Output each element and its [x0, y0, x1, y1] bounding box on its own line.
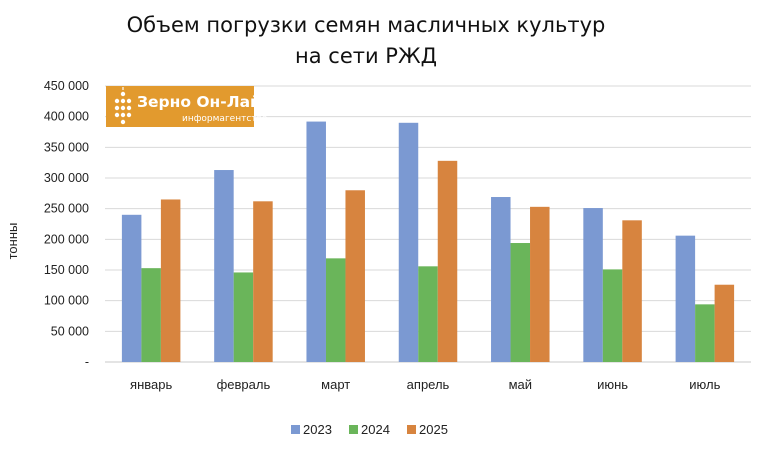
legend: 2023 2024 2025: [291, 422, 448, 437]
gridlines: [105, 85, 751, 332]
bar-2024-1: [141, 268, 161, 362]
y-tick-label: 400 000: [44, 110, 89, 124]
bar-2023-1: [121, 214, 142, 362]
legend-swatch-2024: [349, 425, 358, 434]
logo: Зерно Он-Лайн информагентство: [106, 86, 272, 127]
y-tick-label: -: [85, 355, 89, 369]
legend-swatch-2025: [407, 425, 416, 434]
bar-2024-6: [602, 269, 623, 362]
y-axis-ticks: - 50 000 100 000 150 000 200 000 250 000 300 0…: [44, 79, 89, 369]
bar-2023-2: [214, 170, 234, 362]
bars: [121, 121, 735, 362]
y-tick-label: 450 000: [44, 79, 89, 93]
chart-title-line2: на сети РЖД: [295, 44, 437, 68]
x-category-label: июнь: [597, 377, 628, 392]
bar-2025-1: [160, 199, 181, 362]
bar-2023-5: [491, 197, 511, 362]
y-tick-label: 350 000: [44, 140, 89, 154]
bar-2024-3: [325, 258, 346, 362]
bar-2025-6: [622, 220, 642, 362]
x-category-label: январь: [130, 377, 172, 392]
bar-2023-4: [398, 122, 419, 362]
x-category-label: май: [509, 377, 532, 392]
grain-icon: [114, 87, 132, 125]
bar-2025-2: [253, 201, 273, 362]
y-tick-label: 300 000: [44, 171, 89, 185]
logo-background: [106, 86, 254, 127]
x-category-label: февраль: [217, 377, 271, 392]
logo-sub-text: информагентство: [182, 114, 268, 124]
x-category-label: март: [321, 377, 350, 392]
legend-swatch-2023: [291, 425, 300, 434]
x-category-label: июль: [689, 377, 720, 392]
bar-2024-4: [418, 266, 438, 362]
chart-title-line1: Объем погрузки семян масличных культур: [127, 13, 606, 37]
legend-label-2023: 2023: [303, 422, 332, 437]
bar-2023-7: [675, 235, 696, 362]
bar-2025-4: [437, 160, 458, 362]
logo-main-text: Зерно Он-Лайн: [137, 93, 272, 111]
bar-2024-7: [695, 304, 715, 362]
bar-2023-6: [583, 208, 603, 362]
bar-2025-7: [714, 284, 735, 362]
bar-2025-3: [345, 190, 365, 362]
y-tick-label: 250 000: [44, 202, 89, 216]
bar-2024-5: [510, 243, 531, 362]
bar-2024-2: [233, 272, 254, 362]
y-tick-label: 200 000: [44, 232, 89, 246]
y-tick-label: 50 000: [51, 324, 89, 338]
x-category-label: апрель: [407, 377, 450, 392]
y-axis-label: тонны: [5, 223, 20, 260]
y-tick-label: 100 000: [44, 294, 89, 308]
y-tick-label: 150 000: [44, 263, 89, 277]
legend-label-2024: 2024: [361, 422, 390, 437]
legend-label-2025: 2025: [419, 422, 448, 437]
bar-2023-3: [306, 121, 326, 362]
bar-2025-5: [530, 206, 550, 362]
x-axis-categories: январь февраль март апрель май июнь июль: [130, 377, 721, 392]
